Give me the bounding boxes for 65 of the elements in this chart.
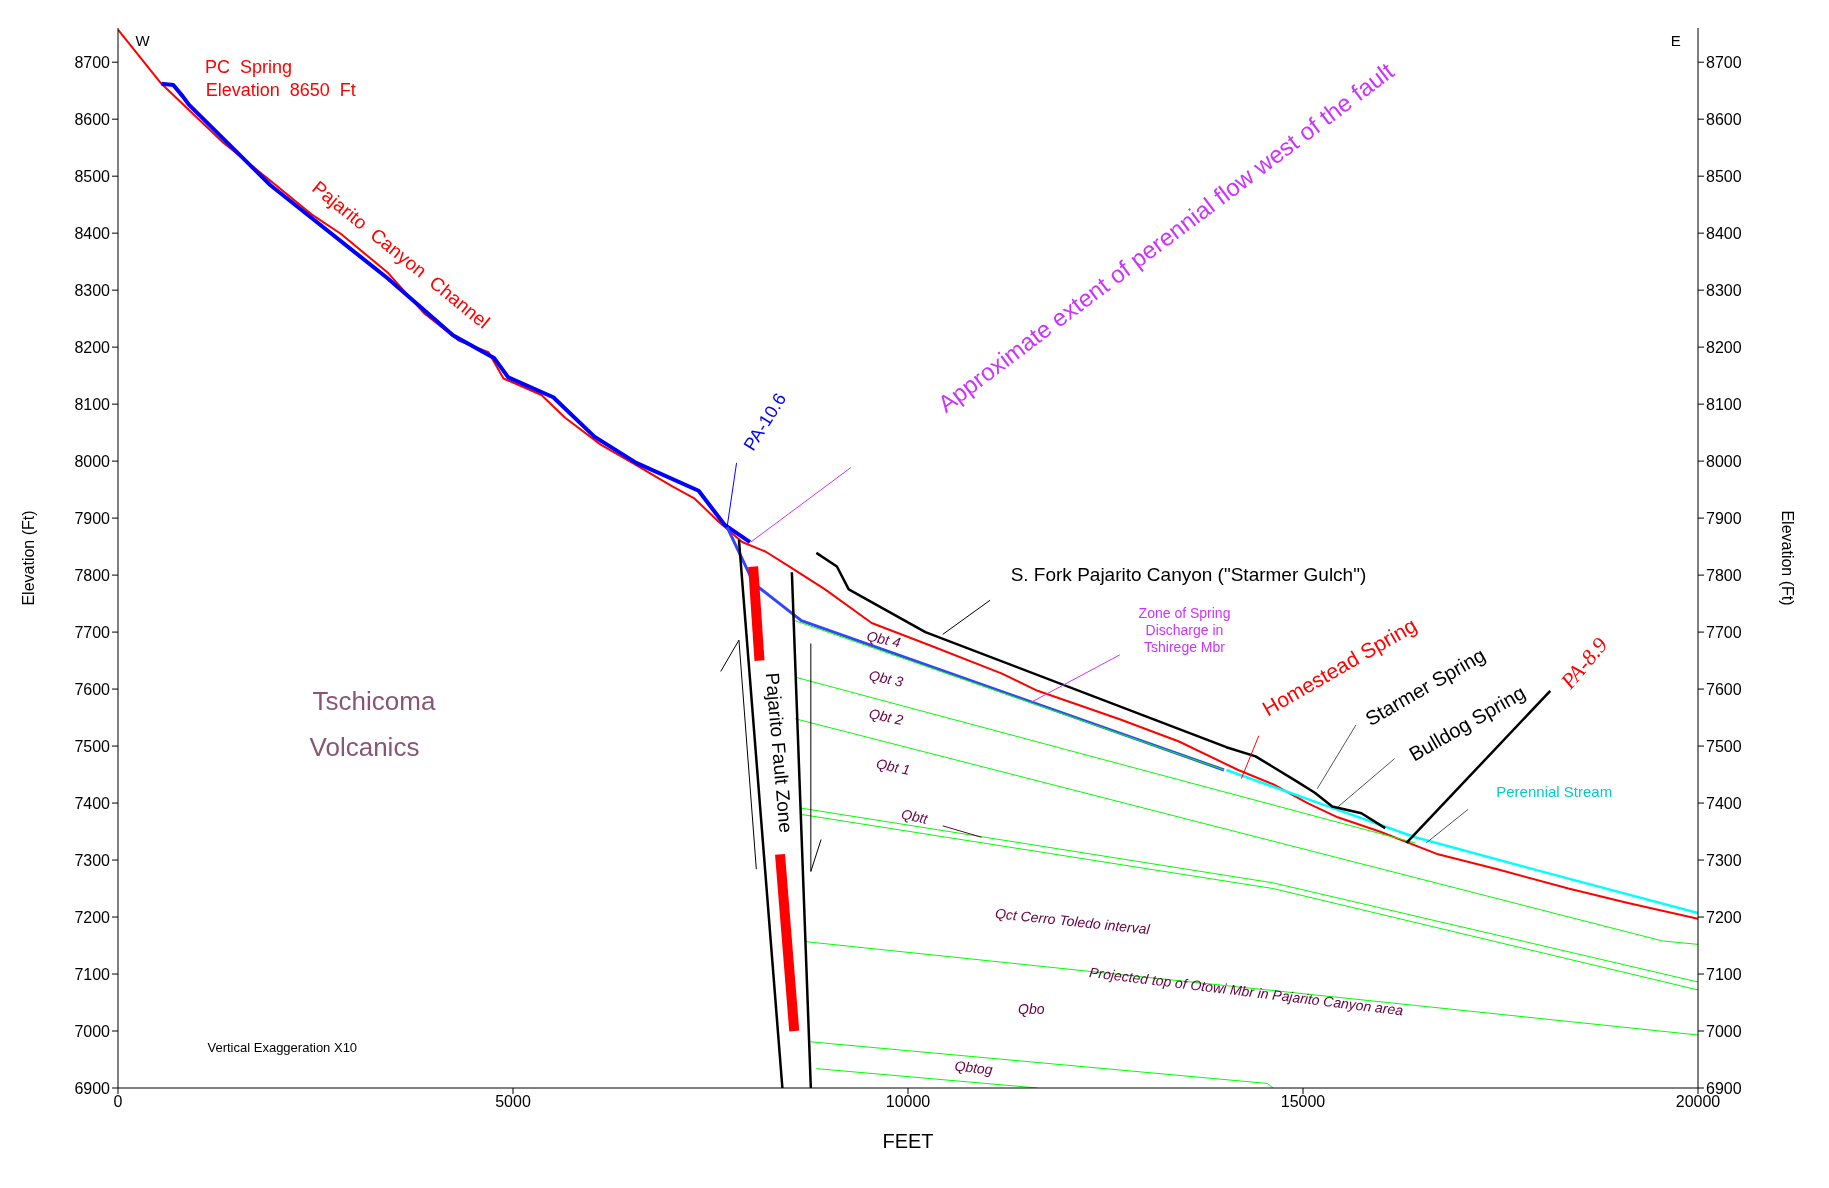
y-tick-label: 7200 [74,908,111,926]
y-tick-label: 8400 [74,224,111,242]
annotation: PC Spring [204,56,292,77]
y-tick-label: 7500 [74,737,111,755]
annotation: Perennial Stream [1496,783,1613,801]
annotation: W [135,32,151,50]
annotation: Qbtog [953,1057,994,1078]
y-tick-label: 7000 [74,1022,111,1040]
y2-tick-label: 8100 [1706,395,1742,413]
x-tick-label: 0 [113,1093,123,1111]
y-tick-label: 8600 [74,110,111,128]
y-axis-title: Elevation (Ft) [19,510,37,606]
y2-tick-label: 7900 [1706,509,1742,527]
y-tick-label: 7300 [74,851,111,869]
annotation: S. Fork Pajarito Canyon ("Starmer Gulch") [1010,563,1367,585]
y-tick-label: 7100 [74,965,111,983]
y-tick-label: 7600 [74,680,111,698]
y-tick-label: 7900 [74,509,111,527]
y-tick-label: 8500 [74,167,111,185]
annotation: Pajarito Fault Zone [761,671,797,834]
y-tick-label: 6900 [74,1079,111,1097]
annotation: Qbtt [899,805,931,827]
annotation: Projected top of Otowi Mbr in Pajarito Canyon area [1088,963,1405,1019]
y2-tick-label: 7600 [1706,680,1742,698]
y-tick-label: 8700 [74,53,111,71]
annotation: Qbt 1 [874,755,912,778]
y-tick-label: 8200 [74,338,111,356]
annotation: Qbt 4 [865,627,903,651]
x-tick-label: 15000 [1280,1093,1326,1111]
y2-tick-label: 7800 [1706,566,1742,584]
y2-tick-label: 8400 [1706,224,1742,242]
y2-tick-label: 7100 [1706,965,1742,983]
y2-tick-label: 8700 [1706,53,1742,71]
annotation: Qbo [1018,1000,1045,1017]
annotation: Qct Cerro Toledo interval [994,904,1152,938]
y2-tick-label: 8600 [1706,110,1742,128]
x-tick-label: 20000 [1675,1093,1721,1111]
annotation: Qbt 3 [867,666,905,690]
y-tick-label: 8000 [74,452,111,470]
y2-tick-label: 7400 [1706,794,1742,812]
x-tick-label: 10000 [885,1093,931,1111]
y-tick-label: 7700 [74,623,111,641]
y-tick-label: 8300 [74,281,111,299]
y2-tick-label: 8000 [1706,452,1742,470]
y2-tick-label: 7000 [1706,1022,1742,1040]
x-tick-label: 5000 [495,1093,531,1111]
annotation: Qbt 2 [867,704,905,728]
y2-tick-label: 8200 [1706,338,1742,356]
y2-tick-label: 7700 [1706,623,1742,641]
y2-tick-label: 8500 [1706,167,1742,185]
y-tick-label: 7400 [74,794,111,812]
annotation: Zone of Spring Discharge in Tshirege Mbr [1138,604,1231,655]
annotation: Vertical Exaggeration X10 [207,1040,358,1056]
y-tick-label: 7800 [74,566,111,584]
y2-tick-label: 7200 [1706,908,1742,926]
y-tick-label: 8100 [74,395,111,413]
annotation: Volcanics [309,732,420,763]
annotation: Elevation 8650 Ft [205,79,356,100]
y2-tick-label: 7500 [1706,737,1742,755]
y2-tick-label: 7300 [1706,851,1742,869]
x-axis-title: FEET [882,1130,934,1152]
annotation: E [1670,32,1681,50]
y2-tick-label: 8300 [1706,281,1742,299]
annotation: Tschicoma [312,686,436,717]
y2-axis-title: Elevation (Ft) [1779,510,1797,606]
